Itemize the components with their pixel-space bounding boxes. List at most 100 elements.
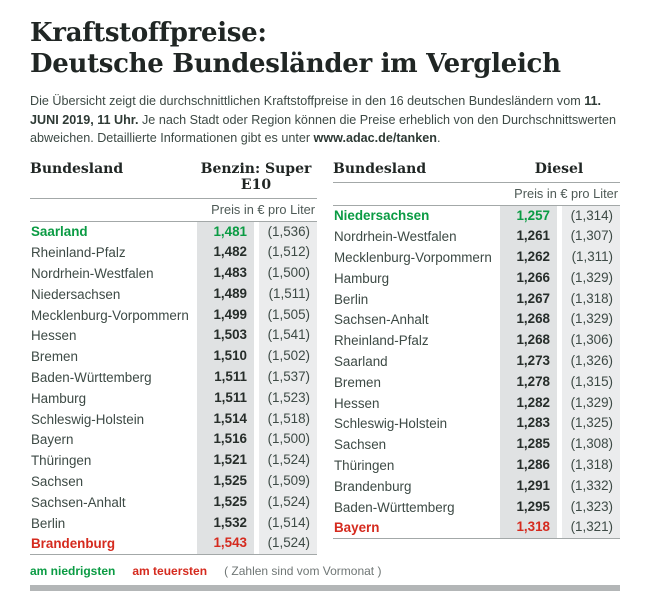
price-previous-month: (1,325)	[562, 413, 620, 435]
table-row: Hamburg 1,266 (1,329)	[333, 267, 620, 289]
price-current: 1,511	[197, 387, 254, 409]
price-previous-month: (1,323)	[562, 496, 620, 518]
price-current: 1,503	[197, 325, 254, 347]
legend-note: ( Zahlen sind vom Vormonat )	[224, 564, 382, 579]
price-current: 1,257	[500, 205, 557, 227]
state-name: Hessen	[31, 328, 77, 344]
column-header-benzin: Benzin: Super E10	[200, 160, 312, 193]
price-previous-month: (1,308)	[562, 434, 620, 456]
table-row: Niedersachsen 1,257 (1,314)	[333, 205, 620, 227]
price-previous-month: (1,315)	[562, 371, 620, 393]
state-name: Brandenburg	[334, 478, 412, 494]
state-name: Bayern	[334, 520, 380, 536]
table-row: Rheinland-Pfalz 1,482 (1,512)	[30, 242, 317, 264]
table-row: Baden-Württemberg 1,511 (1,537)	[30, 367, 317, 388]
price-current: 1,511	[197, 367, 254, 388]
table-row: Hessen 1,503 (1,541)	[30, 325, 317, 347]
table-row: Sachsen 1,525 (1,509)	[30, 471, 317, 492]
price-previous-month: (1,524)	[259, 533, 317, 555]
price-current: 1,273	[500, 351, 557, 372]
title-line-2: Deutsche Bundesländer im Vergleich	[30, 49, 561, 79]
price-current: 1,525	[197, 491, 254, 513]
price-current: 1,291	[500, 475, 557, 497]
state-name: Bayern	[31, 432, 74, 448]
price-previous-month: (1,511)	[259, 283, 317, 305]
table-row: Brandenburg 1,291 (1,332)	[333, 475, 620, 497]
state-name: Schleswig-Holstein	[31, 411, 145, 427]
state-name: Nordrhein-Westfalen	[334, 229, 457, 245]
table-row: Sachsen-Anhalt 1,525 (1,524)	[30, 491, 317, 513]
price-current: 1,510	[197, 346, 254, 368]
price-current: 1,483	[197, 263, 254, 284]
price-current: 1,268	[500, 309, 557, 331]
table-row: Schleswig-Holstein 1,514 (1,518)	[30, 408, 317, 430]
legend-highest: am teuersten	[132, 564, 208, 579]
price-current: 1,481	[197, 221, 254, 243]
state-name: Brandenburg	[31, 536, 116, 552]
state-name: Sachsen-Anhalt	[334, 312, 429, 328]
price-previous-month: (1,326)	[562, 351, 620, 372]
table-row: Thüringen 1,286 (1,318)	[333, 455, 620, 476]
state-name: Niedersachsen	[31, 286, 121, 302]
state-name: Sachsen	[31, 473, 84, 489]
state-name: Berlin	[31, 515, 66, 531]
price-current: 1,286	[500, 455, 557, 476]
state-name: Sachsen	[334, 437, 387, 453]
price-current: 1,278	[500, 371, 557, 393]
state-name: Mecklenburg-Vorpommern	[31, 307, 189, 323]
column-header-diesel: Diesel	[534, 160, 584, 177]
price-current: 1,283	[500, 413, 557, 435]
price-previous-month: (1,518)	[259, 408, 317, 430]
price-current: 1,282	[500, 392, 557, 414]
price-previous-month: (1,536)	[259, 221, 317, 243]
table-row: Mecklenburg-Vorpommern 1,499 (1,505)	[30, 304, 317, 326]
footer-bar	[30, 585, 620, 591]
benzin-table: Bundesland Benzin: Super E10 Preis in € …	[30, 161, 317, 556]
price-previous-month: (1,500)	[259, 429, 317, 451]
price-previous-month: (1,311)	[562, 247, 620, 268]
price-current: 1,261	[500, 226, 557, 248]
state-name: Sachsen-Anhalt	[31, 494, 126, 510]
table-row: Saarland 1,273 (1,326)	[333, 351, 620, 372]
table-row: Nordrhein-Westfalen 1,261 (1,307)	[333, 226, 620, 248]
diesel-table-rows: Niedersachsen 1,257 (1,314) Nordrhein-Westf…	[333, 205, 620, 540]
table-row: Sachsen-Anhalt 1,268 (1,329)	[333, 309, 620, 331]
legend: am niedrigsten am teuersten ( Zahlen sin…	[30, 564, 620, 578]
state-name: Hessen	[334, 395, 380, 411]
table-row: Hamburg 1,511 (1,523)	[30, 387, 317, 409]
price-current: 1,516	[197, 429, 254, 451]
price-previous-month: (1,500)	[259, 263, 317, 284]
table-row: Sachsen 1,285 (1,308)	[333, 434, 620, 456]
table-row: Thüringen 1,521 (1,524)	[30, 450, 317, 472]
price-previous-month: (1,318)	[562, 455, 620, 476]
table-row: Nordrhein-Westfalen 1,483 (1,500)	[30, 263, 317, 284]
price-previous-month: (1,329)	[562, 309, 620, 331]
state-name: Rheinland-Pfalz	[31, 245, 126, 261]
price-current: 1,267	[500, 288, 557, 310]
intro-url: www.adac.de/tanken	[313, 131, 437, 145]
table-row: Bremen 1,278 (1,315)	[333, 371, 620, 393]
price-previous-month: (1,306)	[562, 330, 620, 352]
price-previous-month: (1,524)	[259, 450, 317, 472]
price-current: 1,318	[500, 517, 557, 539]
price-current: 1,489	[197, 283, 254, 305]
state-name: Thüringen	[334, 457, 395, 473]
price-current: 1,482	[197, 242, 254, 264]
benzin-table-header: Bundesland Benzin: Super E10	[30, 161, 317, 199]
state-name: Thüringen	[31, 453, 92, 469]
intro-text: Die Übersicht zeigt die durchschnittlich…	[30, 92, 620, 148]
table-row: Schleswig-Holstein 1,283 (1,325)	[333, 413, 620, 435]
price-previous-month: (1,541)	[259, 325, 317, 347]
price-previous-month: (1,321)	[562, 517, 620, 539]
diesel-table: Bundesland Diesel Preis in € pro Liter N…	[333, 161, 620, 556]
legend-lowest: am niedrigsten	[30, 564, 116, 579]
table-row: Hessen 1,282 (1,329)	[333, 392, 620, 414]
price-previous-month: (1,509)	[259, 471, 317, 492]
price-previous-month: (1,329)	[562, 267, 620, 289]
price-current: 1,543	[197, 533, 254, 555]
benzin-unit-label: Preis in € pro Liter	[30, 199, 317, 222]
price-previous-month: (1,514)	[259, 512, 317, 534]
column-header-bundesland: Bundesland	[30, 160, 124, 177]
state-name: Nordrhein-Westfalen	[31, 265, 154, 281]
